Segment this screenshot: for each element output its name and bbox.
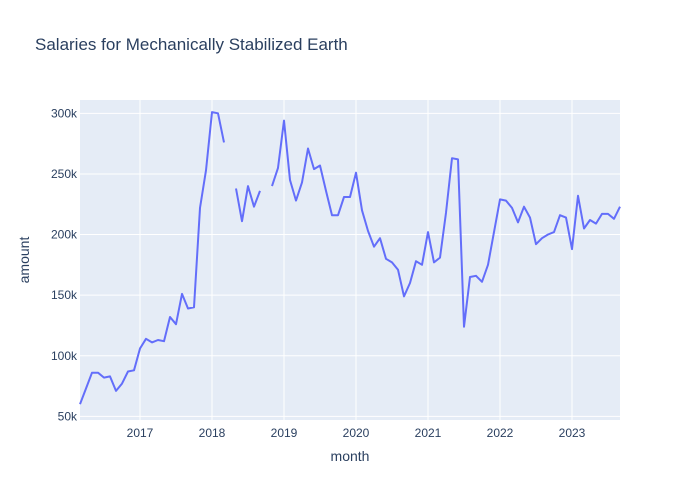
- y-tick-labels: 50k 100k 150k 200k 250k 300k: [51, 106, 78, 423]
- y-tick-label: 200k: [51, 228, 78, 242]
- x-tick-label: 2020: [343, 426, 370, 440]
- series-layer: [79, 111, 621, 405]
- x-tick-label: 2018: [199, 426, 226, 440]
- x-tick-label: 2019: [271, 426, 298, 440]
- chart-title: Salaries for Mechanically Stabilized Ear…: [35, 35, 348, 54]
- x-axis-title: month: [331, 448, 370, 464]
- x-tick-label: 2022: [487, 426, 514, 440]
- x-tick-label: 2021: [415, 426, 442, 440]
- y-tick-label: 250k: [51, 167, 78, 181]
- y-tick-label: 150k: [51, 288, 78, 302]
- plot-area: [80, 100, 620, 420]
- y-tick-label: 100k: [51, 349, 78, 363]
- series-line: [79, 111, 621, 405]
- y-tick-label: 50k: [58, 409, 78, 423]
- x-tick-labels: 2017 2018 2019 2020 2021 2022 2023: [127, 426, 586, 440]
- x-tick-label: 2017: [127, 426, 154, 440]
- y-tick-label: 300k: [51, 106, 78, 120]
- x-gridlines: [139, 100, 573, 420]
- y-axis-title: amount: [16, 237, 32, 284]
- x-tick-label: 2023: [559, 426, 586, 440]
- y-gridlines: [80, 112, 620, 417]
